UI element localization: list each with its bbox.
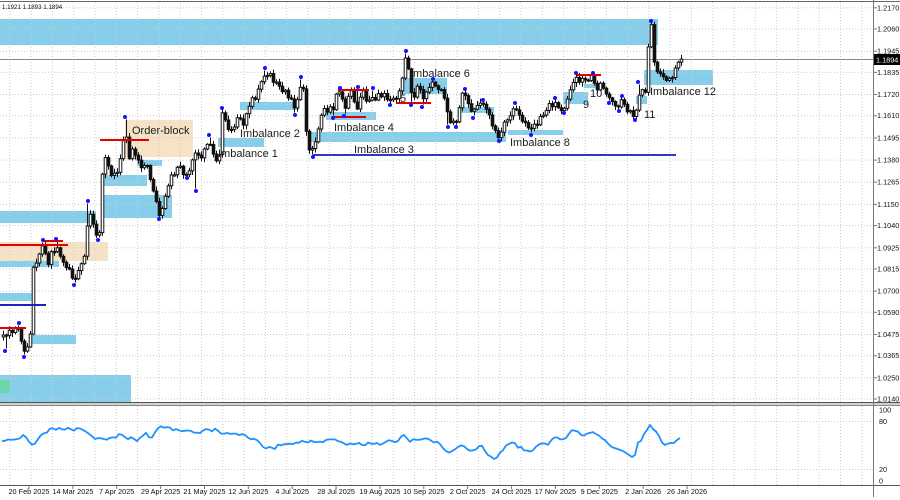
svg-text:14 Mar 2025: 14 Mar 2025 — [52, 487, 93, 496]
svg-text:1.1150: 1.1150 — [877, 200, 899, 209]
svg-text:10 Sep 2025: 10 Sep 2025 — [403, 487, 444, 496]
svg-text:2 Oct 2025: 2 Oct 2025 — [450, 487, 486, 496]
svg-text:1.0250: 1.0250 — [877, 373, 899, 382]
svg-text:17 Nov 2025: 17 Nov 2025 — [535, 487, 576, 496]
svg-text:0: 0 — [879, 477, 883, 486]
svg-text:Imbalance 3: Imbalance 3 — [354, 144, 414, 156]
svg-text:5: 5 — [400, 93, 406, 105]
svg-text:Imbalance 4: Imbalance 4 — [334, 122, 394, 134]
svg-text:1.0365: 1.0365 — [877, 351, 899, 360]
svg-text:9 Dec 2025: 9 Dec 2025 — [581, 487, 618, 496]
svg-text:10: 10 — [590, 88, 602, 100]
svg-text:21 May 2025: 21 May 2025 — [183, 487, 225, 496]
svg-text:28 Jul 2025: 28 Jul 2025 — [317, 487, 355, 496]
svg-text:20 Feb 2025: 20 Feb 2025 — [9, 487, 50, 496]
svg-text:1.0925: 1.0925 — [877, 243, 899, 252]
svg-text:1.2060: 1.2060 — [877, 25, 899, 34]
svg-text:Imbalance 6: Imbalance 6 — [410, 68, 470, 80]
svg-text:2 Jan 2026: 2 Jan 2026 — [625, 487, 661, 496]
svg-text:Imbalance 2: Imbalance 2 — [240, 128, 300, 140]
svg-text:1.0140: 1.0140 — [877, 395, 899, 404]
svg-text:1.1495: 1.1495 — [877, 133, 899, 142]
svg-text:26 Jan 2026: 26 Jan 2026 — [667, 487, 707, 496]
svg-text:7 Apr 2025: 7 Apr 2025 — [99, 487, 134, 496]
svg-text:Order-block: Order-block — [132, 125, 190, 137]
svg-text:1.2170: 1.2170 — [877, 3, 899, 12]
svg-text:1.1835: 1.1835 — [877, 68, 899, 77]
svg-text:1.1610: 1.1610 — [877, 111, 899, 120]
svg-text:1.1894: 1.1894 — [876, 56, 898, 65]
svg-text:7: 7 — [468, 102, 474, 114]
svg-text:4 Jul 2025: 4 Jul 2025 — [275, 487, 309, 496]
svg-text:Imbalance 8: Imbalance 8 — [510, 137, 570, 149]
svg-text:100: 100 — [879, 406, 891, 415]
svg-text:20: 20 — [879, 465, 887, 474]
svg-text:12 Jun 2025: 12 Jun 2025 — [228, 487, 268, 496]
svg-text:1.1040: 1.1040 — [877, 221, 899, 230]
svg-text:1.1945: 1.1945 — [877, 47, 899, 56]
svg-text:1.0700: 1.0700 — [877, 287, 899, 296]
svg-text:Imbalance 1: Imbalance 1 — [218, 148, 278, 160]
svg-text:9: 9 — [583, 99, 589, 111]
svg-text:1.0475: 1.0475 — [877, 330, 899, 339]
svg-text:1.0815: 1.0815 — [877, 265, 899, 274]
svg-text:1.1921 1.1893 1.1894: 1.1921 1.1893 1.1894 — [2, 4, 63, 11]
svg-text:29 Apr 2025: 29 Apr 2025 — [141, 487, 180, 496]
svg-text:Imbalance 12: Imbalance 12 — [650, 86, 716, 98]
svg-text:1.1380: 1.1380 — [877, 156, 899, 165]
svg-text:1.1720: 1.1720 — [877, 90, 899, 99]
svg-text:24 Oct 2025: 24 Oct 2025 — [492, 487, 532, 496]
svg-text:1.0590: 1.0590 — [877, 308, 899, 317]
svg-text:11: 11 — [644, 109, 655, 121]
svg-text:80: 80 — [879, 417, 887, 426]
svg-text:19 Aug 2025: 19 Aug 2025 — [360, 487, 401, 496]
svg-text:1.1265: 1.1265 — [877, 178, 899, 187]
